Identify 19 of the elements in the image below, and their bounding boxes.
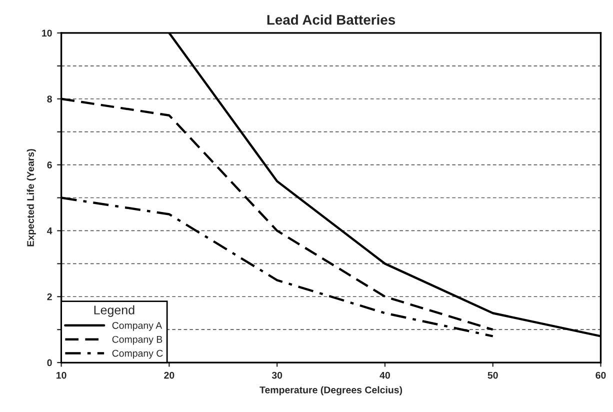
- x-tick-label: 50: [488, 372, 498, 379]
- chart-title: Lead Acid Batteries: [267, 14, 396, 25]
- x-tick-label: 60: [596, 372, 606, 379]
- y-tick-label: 0: [47, 359, 52, 366]
- legend-label: Company A: [112, 322, 162, 331]
- y-tick-label: 2: [47, 293, 52, 300]
- x-axis-title: Temperature (Degrees Celcius): [260, 386, 402, 396]
- x-tick-label: 10: [56, 372, 66, 379]
- y-tick-label: 10: [42, 30, 52, 37]
- legend-label: Company C: [112, 350, 163, 359]
- y-tick-label: 8: [47, 96, 52, 102]
- legend-title: Legend: [94, 305, 134, 317]
- y-tick-label: 4: [47, 228, 52, 234]
- y-axis-title: Expected Life (Years): [26, 149, 36, 246]
- x-tick-label: 20: [164, 372, 174, 379]
- x-tick-label: 30: [272, 372, 282, 379]
- x-tick-label: 40: [380, 372, 390, 379]
- y-tick-label: 6: [47, 162, 52, 168]
- legend-label: Company B: [112, 336, 162, 345]
